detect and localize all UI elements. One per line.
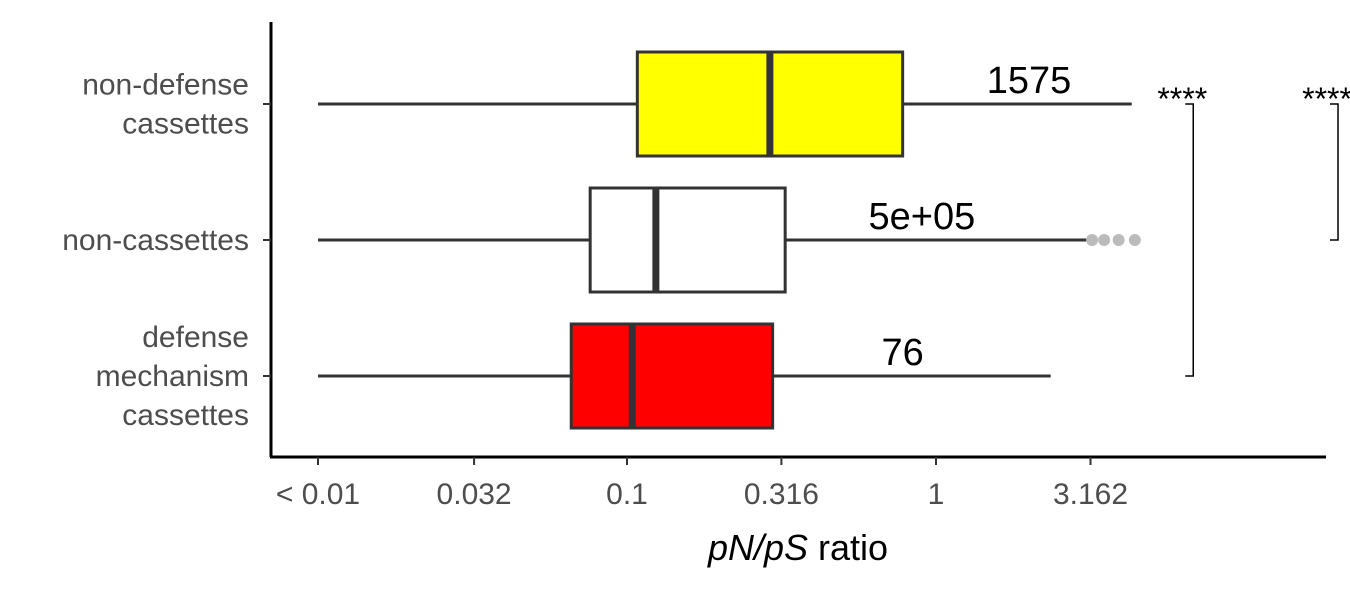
category-label: cassettes xyxy=(122,108,249,141)
significance-label: **** xyxy=(1302,81,1350,117)
box-group xyxy=(318,186,1141,294)
x-tick-label: 0.316 xyxy=(744,478,819,511)
x-axis-title: pN/pS ratio xyxy=(707,527,888,568)
box-group xyxy=(318,50,1132,158)
box-rect xyxy=(569,322,775,430)
x-axis-title-italic: pN/pS xyxy=(707,527,808,568)
outlier-point xyxy=(1086,234,1099,246)
box-group xyxy=(318,322,1051,430)
x-axis-title-space xyxy=(808,527,818,568)
significance-label: **** xyxy=(1157,81,1207,117)
outlier-point xyxy=(1128,234,1141,246)
x-tick-label: < 0.01 xyxy=(276,478,360,511)
x-tick-label: 3.162 xyxy=(1053,478,1128,511)
significance-bracket xyxy=(1185,103,1194,377)
x-axis-title-rest: ratio xyxy=(818,527,888,568)
outlier-point xyxy=(1112,234,1125,246)
x-tick-label: 0.032 xyxy=(437,478,512,511)
category-label: mechanism xyxy=(96,360,249,393)
boxes-layer xyxy=(318,50,1141,430)
category-label: non-defense xyxy=(82,69,249,102)
significance-bracket xyxy=(1330,103,1339,241)
outlier-point xyxy=(1098,234,1111,246)
count-label: 76 xyxy=(882,332,924,374)
category-label: defense xyxy=(142,321,249,354)
count-label: 5e+05 xyxy=(868,196,975,238)
x-tick-label: 0.1 xyxy=(606,478,648,511)
category-label: cassettes xyxy=(122,399,249,432)
axes-layer: < 0.01 0.032 0.1 0.316 1 3.162 non-defense cass… xyxy=(62,22,1326,511)
annotation-layer: 1575 5e+05 76 **** **** xyxy=(868,60,1350,377)
box-rect xyxy=(588,186,787,294)
x-tick-label: 1 xyxy=(928,478,945,511)
category-label: non-cassettes xyxy=(62,224,249,257)
count-label: 1575 xyxy=(987,60,1072,102)
